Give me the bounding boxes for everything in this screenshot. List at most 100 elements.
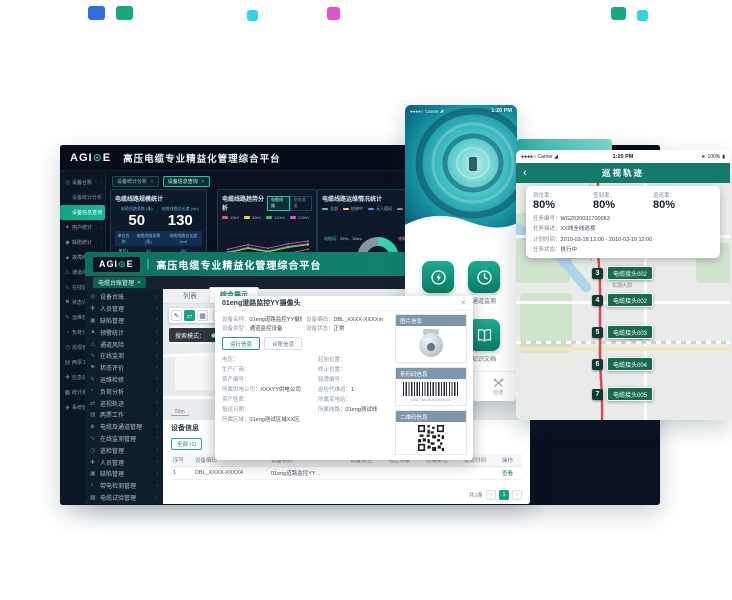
gauge-icon: [468, 261, 500, 293]
trend-toggle[interactable]: 电缆通道: [289, 195, 312, 211]
info-label: 计划时间：: [533, 236, 561, 243]
field: 起始位置：: [318, 355, 402, 365]
field-label: 设备类型：: [222, 326, 250, 332]
trend-legend: 10kV 35kV 110kV 220kV: [222, 215, 312, 220]
dashboard-sidebar-item[interactable]: 设备统计分析 ›: [60, 190, 105, 205]
webapp-sidebar-item[interactable]: ▣ 缺陷管理 ‹: [85, 468, 163, 480]
trend-toggle[interactable]: 电缆线路: [267, 195, 290, 211]
webapp-sidebar-item[interactable]: ✎ 运维检修 ‹: [85, 374, 163, 386]
barcode-caption: DBL_8A78-XXXXXXX: [411, 397, 451, 402]
dashboard-logo: AGI⊙E: [70, 152, 112, 164]
close-icon[interactable]: ✕: [200, 178, 205, 184]
dashboard-sidebar-item[interactable]: ✦ 用户统计 ›: [60, 220, 105, 235]
marker-layer: 3 电缆接头002 4 电缆接头002 5 电缆接头003 6 电缆接头004: [516, 183, 730, 420]
menu-icon: ✚: [90, 306, 96, 313]
wifi-icon: ◢: [554, 153, 559, 160]
table-header: 操作: [500, 454, 522, 467]
field: 设备类型：通道监控设备: [222, 324, 302, 332]
dashboard-tab-chip[interactable]: 设备统计分析 ✕: [112, 176, 159, 187]
kpi-metric: 电缆线路总长度 (km) 130: [159, 206, 203, 229]
webapp-sidebar-item[interactable]: ▤ 两票工作 ‹: [85, 409, 163, 421]
qrcode-panel: 二维码信息: [395, 410, 467, 455]
kpi-row: 电缆线路条数 (条) 50 电缆线路总长度 (km) 130: [115, 206, 202, 229]
webapp-sidebar-item[interactable]: ◎ 设备台账 ‹: [85, 291, 163, 303]
menu-icon: ⇄: [90, 400, 96, 407]
table-row: 单位1 10 130: [115, 246, 202, 255]
dashboard-sidebar-item[interactable]: ◎ 设备台账 ›: [60, 175, 105, 190]
panel-title: 电缆线路规模统计: [115, 197, 164, 203]
webapp-tab[interactable]: 列表: [183, 293, 197, 300]
close-icon[interactable]: ✕: [150, 178, 154, 184]
close-icon[interactable]: ✕: [460, 300, 466, 307]
signal-dots-icon: ●●●●○: [521, 153, 537, 160]
webapp-sidebar-item[interactable]: ▲ 预警统计 ‹: [85, 326, 163, 338]
app-knowledge-docs[interactable]: 知识文档: [468, 319, 500, 363]
grid-icon[interactable]: ▦: [197, 310, 208, 321]
close-icon[interactable]: ✕: [137, 279, 142, 286]
field-value: XXXYY供电公司: [260, 387, 301, 393]
map-marker[interactable]: 6 电缆接头004: [592, 357, 654, 371]
chevron-left-icon: ‹: [156, 470, 158, 477]
table-header: 序号: [171, 454, 193, 467]
pagination: 共1条 ‹ 1 ›: [469, 490, 522, 500]
legend-item: 10kV: [222, 215, 239, 220]
nav-repair[interactable]: 检修: [480, 372, 517, 401]
field: 铭牌编号：: [318, 375, 402, 385]
chevron-left-icon: ‹: [156, 459, 158, 466]
sidebar-item-label: 运维检修: [72, 315, 93, 321]
app-channel-monitor[interactable]: 通道监测: [468, 261, 500, 305]
map-marker[interactable]: 3 电缆接头002: [592, 266, 654, 280]
webapp-sidebar-item[interactable]: ∿ 在线监测 ‹: [85, 350, 163, 362]
webapp-sidebar-item[interactable]: ⇄ 巡视轨迹 ‹: [85, 397, 163, 409]
sidebar-item-label: 故障统计: [72, 255, 93, 261]
webapp-sidebar-item[interactable]: ⚡ 带电检测管理 ‹: [85, 480, 163, 492]
edit-icon[interactable]: ✎: [171, 310, 182, 321]
menu-icon: ◷: [64, 345, 71, 351]
carrier-label: Carrier: [424, 108, 439, 114]
webapp-sidebar-item[interactable]: ◈ 电缆及通道管理 ‹: [85, 421, 163, 433]
table-row[interactable]: 1 DBL_XXXX-XXXX4 01eng道路监控YY… 查看: [171, 466, 522, 480]
webapp-sidebar-item[interactable]: ✚ 人员管理 ‹: [85, 456, 163, 468]
back-icon[interactable]: ‹: [523, 167, 527, 179]
webapp-logo: AGI⊙E: [93, 256, 140, 272]
modal-tab[interactable]: 运行信息: [222, 337, 261, 350]
webapp-sidebar-item[interactable]: ∿ 在线监测管理 ‹: [85, 433, 163, 445]
next-page-button[interactable]: ›: [512, 490, 522, 500]
filter-all-button[interactable]: 全部 (1): [171, 438, 203, 450]
open-module-chip[interactable]: 电缆台账管理 ✕: [93, 277, 147, 288]
menu-icon: ◈: [65, 405, 70, 411]
stat: 到位率： 80%: [533, 191, 593, 211]
menu-icon: ◈: [90, 424, 95, 431]
sidebar-item-label: 两票工作: [100, 413, 125, 420]
map-marker[interactable]: 5 电缆接头003: [592, 325, 654, 339]
webapp-sidebar-item[interactable]: ⚠ 通道风险 ‹: [85, 338, 163, 350]
chevron-right-icon: ›: [100, 239, 102, 246]
prev-page-button[interactable]: ‹: [486, 490, 496, 500]
dashboard-tab-chip[interactable]: 设备信息查询 ✕: [162, 176, 210, 187]
menu-icon: ⚠: [64, 270, 71, 276]
map-marker[interactable]: 4 电缆接头002: [592, 293, 654, 307]
webapp-sidebar-item[interactable]: ◔ 负荷分析 ‹: [85, 385, 163, 397]
modal-tab[interactable]: 台账信息: [264, 337, 303, 350]
map-scale: 50m: [171, 409, 189, 416]
menu-icon: ▣: [90, 471, 96, 478]
sidebar-item-label: 设备统计分析: [72, 195, 103, 201]
app-label: 知识文档: [471, 357, 496, 363]
page-number[interactable]: 1: [499, 490, 509, 500]
legend-label: 10kV: [230, 215, 240, 220]
info-label: 任务状态：: [533, 247, 561, 253]
menu-icon: ▲: [90, 329, 96, 336]
webapp-sidebar-item[interactable]: ⚑ 状态评价 ‹: [85, 362, 163, 374]
webapp-sidebar-item[interactable]: ▣ 缺陷管理 ‹: [85, 315, 163, 327]
polygon-select-icon[interactable]: ▱: [184, 310, 195, 321]
dashboard-sidebar-item[interactable]: 设备信息查询 ›: [60, 205, 105, 220]
map-railway: [516, 341, 730, 344]
webapp-sidebar-item[interactable]: ✚ 人员管理 ‹: [85, 303, 163, 315]
task-info-card: 到位率： 80% 签到率： 80% 返巡率： 80% 任务编号：WG202003…: [526, 186, 720, 258]
dashboard-sidebar-item[interactable]: ◆ 缺陷统计 ›: [60, 235, 105, 250]
webapp-sidebar-item[interactable]: ◷ 巡检管理 ‹: [85, 444, 163, 456]
sidebar-item-label: 两票工作: [72, 360, 93, 366]
map-marker[interactable]: 7 电缆接头005: [592, 387, 654, 401]
sidebar-item-label: 状态评价: [72, 300, 93, 306]
webapp-sidebar-item[interactable]: ▦ 电缆试验管理 ‹: [85, 492, 163, 504]
